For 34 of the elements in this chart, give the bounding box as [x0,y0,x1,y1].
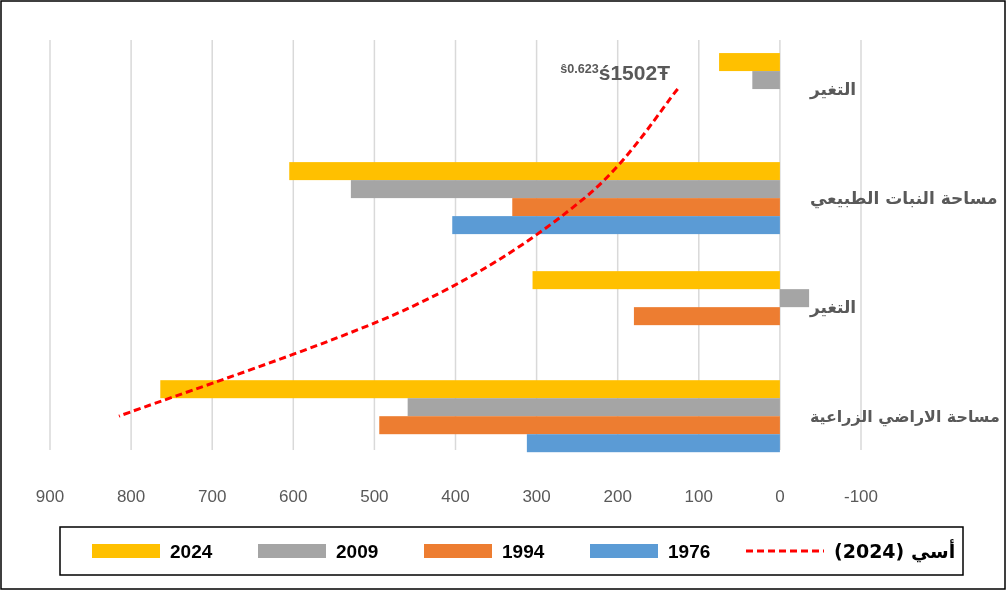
bar [633,307,780,326]
bar [289,162,780,181]
bar [532,271,780,290]
y-tick-label: مساحة الاراضي الزراعية [809,407,1000,428]
bar [350,180,780,199]
x-tick-label: 600 [279,487,308,506]
bar [160,380,780,399]
bar [379,416,780,435]
bar [719,53,780,72]
bar [512,198,780,217]
bar [779,289,810,308]
bar [452,216,780,235]
y-tick-label: مساحة النبات الطبيعي [809,188,998,210]
x-tick-label: 0 [775,487,785,506]
x-tick-label: 400 [441,487,470,506]
legend-label: أسي (2024) [834,539,956,563]
annotation: $^{ŝ0.623}$ś1502Ŧ [560,61,671,84]
x-tick-label: 900 [35,487,65,506]
x-tick-label: 200 [603,487,632,506]
legend-label: 1994 [502,541,545,562]
x-tick-label: 500 [360,487,389,506]
legend-label: 1976 [668,541,711,562]
bar [752,71,780,90]
y-tick-label: التغير [808,79,857,101]
x-tick-label: -100 [843,487,879,506]
y-tick-label: التغير [808,297,857,319]
bar [407,398,780,417]
x-tick-label: 100 [684,487,713,506]
x-tick-label: 700 [198,487,227,506]
legend-label: 2024 [170,541,213,562]
bar [526,434,780,453]
x-tick-label: 300 [522,487,551,506]
x-tick-label: 800 [116,487,146,506]
legend-label: 2009 [336,541,379,562]
